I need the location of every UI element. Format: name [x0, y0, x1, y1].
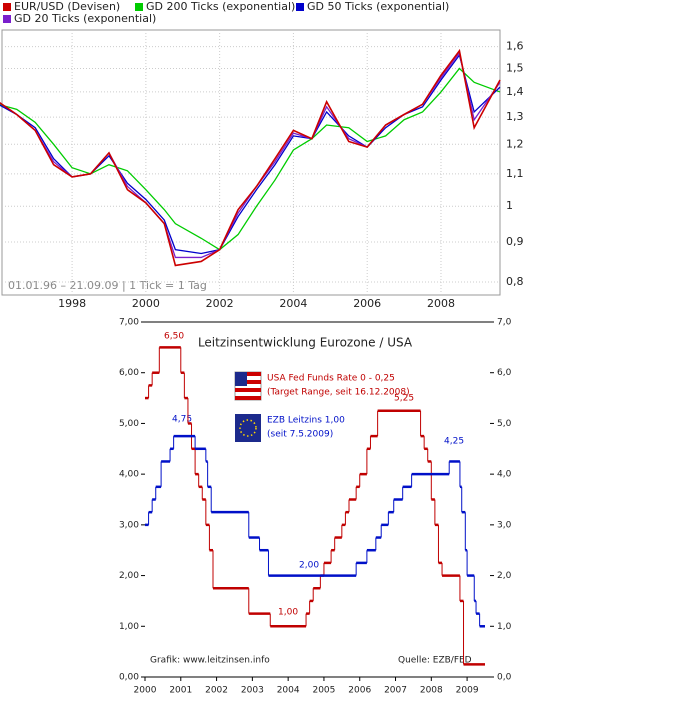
x-tick-label: 2000: [134, 686, 157, 696]
legend-text: USA Fed Funds Rate 0 - 0,25: [267, 374, 395, 384]
legend-text: EZB Leitzins 1,00: [267, 416, 345, 426]
y-tick-label: 0,00: [119, 673, 139, 683]
x-tick-label: 2000: [132, 297, 160, 310]
x-tick-label: 2002: [206, 297, 234, 310]
line: [0, 48, 501, 267]
footer: Grafik: www.leitzinsen.info: [150, 656, 270, 666]
y2-tick-label: 5,0: [497, 419, 512, 429]
legend-label: GD 20 Ticks (exponential): [14, 12, 156, 25]
x-tick-label: 2006: [353, 297, 381, 310]
legend-label: EUR/USD (Devisen): [14, 0, 120, 13]
y2-tick-label: 6,0: [497, 368, 512, 378]
y2-tick-label: 1,0: [497, 622, 512, 632]
y2-tick-label: 0,0: [497, 673, 512, 683]
legend-swatch: [296, 3, 304, 11]
y2-tick-label: 3,0: [497, 520, 512, 530]
x-tick-label: 2004: [279, 297, 307, 310]
y-tick-label: 1,6: [506, 40, 524, 53]
data-label: 4,75: [172, 415, 192, 425]
us-flag: [234, 371, 262, 401]
line: [0, 67, 501, 251]
x-tick-label: 2008: [427, 297, 455, 310]
eu-flag: [235, 414, 261, 442]
x-tick-label: 2009: [456, 686, 479, 696]
x-tick-label: 2002: [205, 686, 228, 696]
data-label: 4,25: [444, 437, 464, 447]
x-tick-label: 1998: [58, 297, 86, 310]
y2-tick-label: 7,0: [497, 318, 512, 328]
plot-frame: [1, 29, 501, 296]
y2-tick-label: 2,0: [497, 571, 512, 581]
x-tick-label: 2001: [169, 686, 192, 696]
y-tick-label: 2,00: [119, 571, 139, 581]
y-tick-label: 7,00: [119, 318, 139, 328]
x-tick-label: 2007: [384, 686, 407, 696]
y-tick-label: 1,5: [506, 61, 524, 74]
x-tick-label: 2006: [348, 686, 371, 696]
footer: Quelle: EZB/FED: [398, 656, 472, 666]
y-tick-label: 1,1: [506, 167, 524, 180]
annotation: 01.01.96 – 21.09.09 | 1 Tick = 1 Tag: [8, 279, 207, 292]
data-label: 5,25: [394, 394, 414, 404]
y-tick-label: 1,2: [506, 137, 524, 150]
data-label: 6,50: [164, 332, 184, 342]
y-tick-label: 1,3: [506, 110, 524, 123]
legend-label: GD 200 Ticks (exponential): [146, 0, 295, 13]
y-tick-label: 4,00: [119, 470, 139, 480]
y2-tick-label: 4,0: [497, 470, 512, 480]
legend-label: GD 50 Ticks (exponential): [307, 0, 449, 13]
y-tick-label: 0,9: [506, 235, 524, 248]
y-tick-label: 6,00: [119, 368, 139, 378]
y-tick-label: 1: [506, 199, 513, 212]
y-tick-label: 3,00: [119, 520, 139, 530]
x-tick-label: 2003: [241, 686, 264, 696]
x-tick-label: 2008: [420, 686, 443, 696]
legend-swatch: [3, 15, 11, 23]
chart-title: Leitzinsentwicklung Eurozone / USA: [198, 336, 413, 350]
y-tick-label: 5,00: [119, 419, 139, 429]
y-tick-label: 0,8: [506, 275, 524, 288]
legend-text: (seit 7.5.2009): [267, 430, 333, 440]
legend-swatch: [3, 3, 11, 11]
legend-text: (Target Range, seit 16.12.2008): [267, 388, 410, 398]
y-tick-label: 1,4: [506, 85, 524, 98]
y-tick-label: 1,00: [119, 622, 139, 632]
legend-swatch: [135, 3, 143, 11]
x-tick-label: 2004: [277, 686, 300, 696]
x-tick-label: 2005: [312, 686, 335, 696]
data-label: 2,00: [299, 561, 319, 571]
data-label: 1,00: [278, 608, 298, 618]
